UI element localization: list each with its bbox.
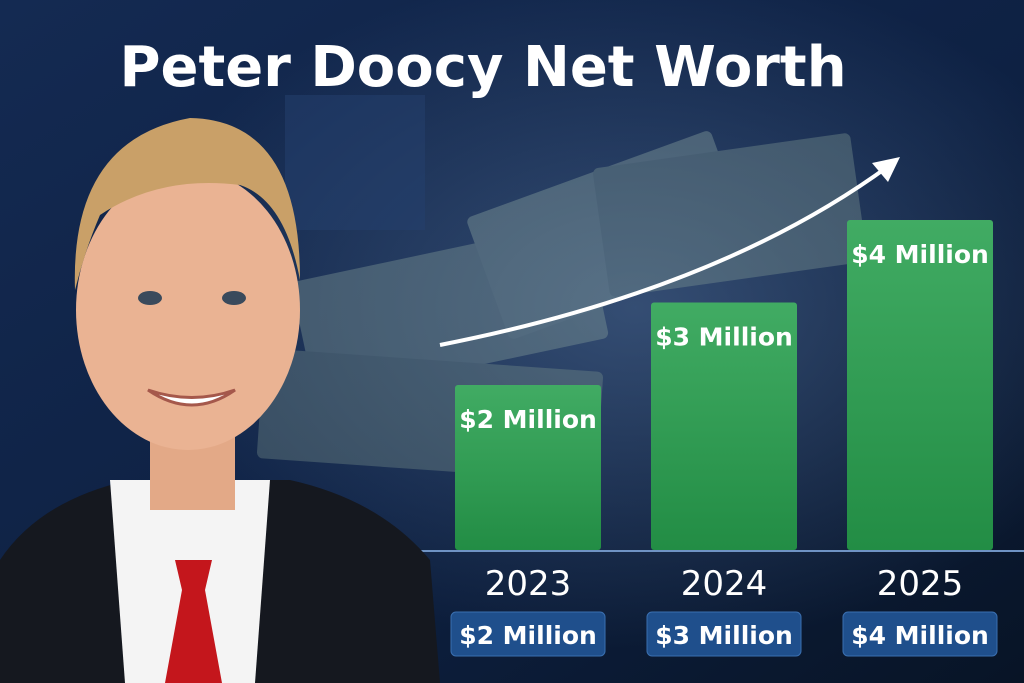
bar-shade [847,220,993,550]
growth-arrow [439,163,892,347]
value-label: $4 Million [851,240,989,269]
value-badge [842,611,998,657]
value-badge [450,611,606,657]
value-label: $2 Million [459,405,597,434]
value-badge [646,611,802,657]
badge-label: $4 Million [851,621,989,650]
badge-label: $3 Million [655,621,793,650]
badge-label: $2 Million [459,621,597,650]
chart-title: Peter Doocy Net Worth [119,35,846,100]
bar-shade [455,385,601,550]
bars: $2 Million $3 Million $4 Million [455,220,993,550]
background-screen [285,95,425,230]
x-tick-label: 2024 [681,564,768,604]
x-tick-label: 2023 [485,564,572,604]
arrow-head [872,157,900,182]
bar-shade [651,302,797,550]
person-illustration [0,118,440,683]
value-label: $3 Million [655,323,793,352]
x-tick-label: 2025 [877,564,964,604]
